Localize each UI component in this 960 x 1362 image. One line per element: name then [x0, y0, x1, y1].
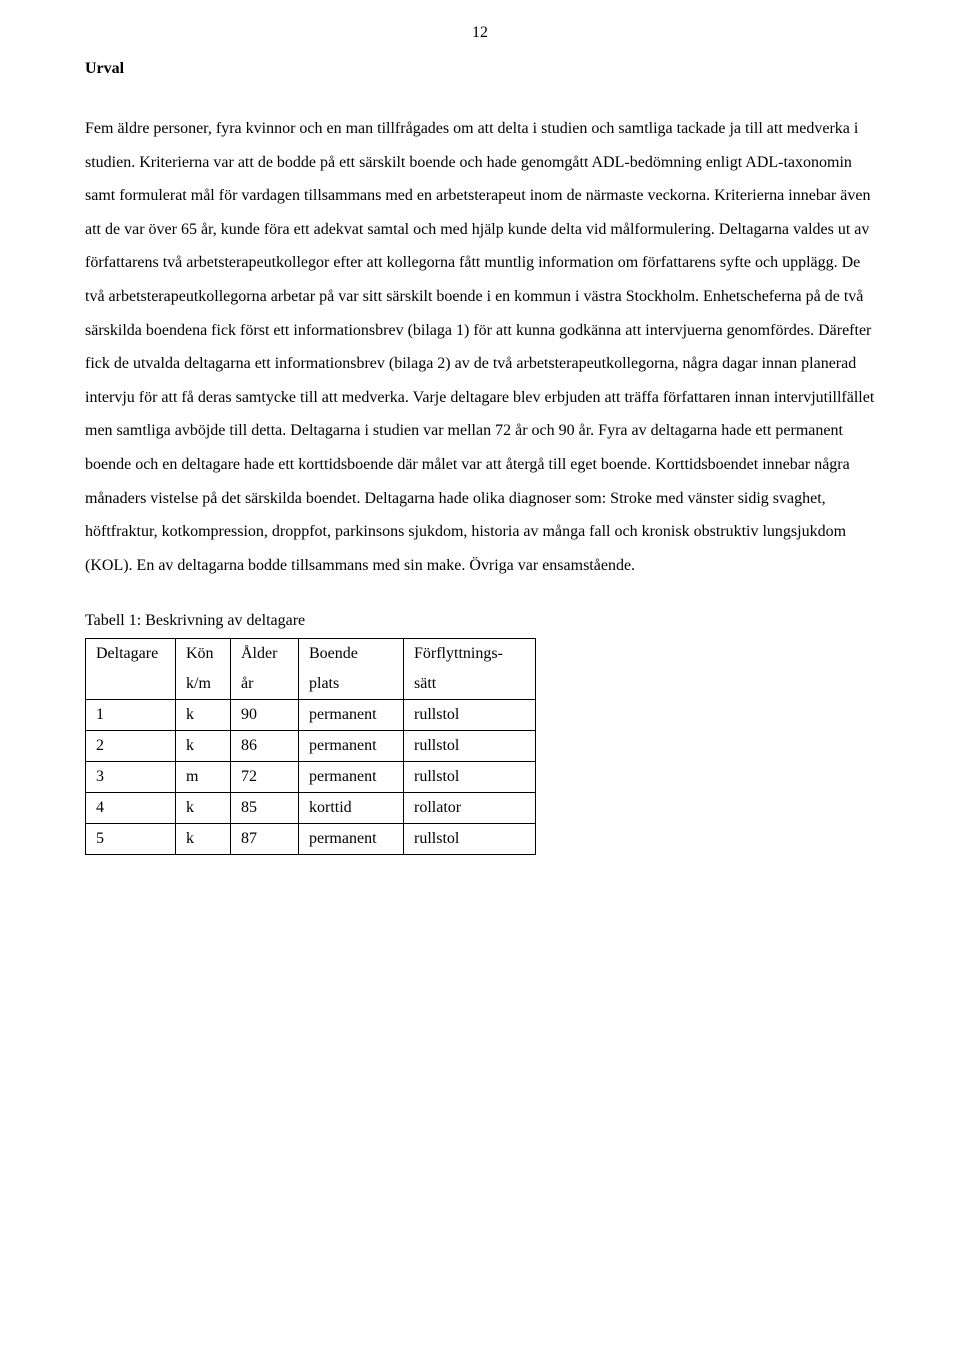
- table-cell: 3: [86, 762, 176, 793]
- table-header-cell: Boende plats: [299, 639, 404, 700]
- header-line1: Deltagare: [96, 645, 165, 663]
- participants-table: Deltagare Kön k/m Ålder år Boende plats …: [85, 638, 536, 855]
- table-body: 1 k 90 permanent rullstol 2 k 86 permane…: [86, 700, 536, 855]
- table-cell: 2: [86, 731, 176, 762]
- table-cell: rullstol: [404, 731, 536, 762]
- table-cell: 85: [231, 793, 299, 824]
- header-line2: år: [241, 675, 288, 693]
- table-cell: k: [176, 700, 231, 731]
- table-header-cell: Kön k/m: [176, 639, 231, 700]
- table-header-cell: Ålder år: [231, 639, 299, 700]
- table-row: 5 k 87 permanent rullstol: [86, 824, 536, 855]
- table-cell: korttid: [299, 793, 404, 824]
- table-cell: 87: [231, 824, 299, 855]
- header-line1: Kön: [186, 645, 220, 663]
- header-line2: plats: [309, 675, 393, 693]
- table-cell: 1: [86, 700, 176, 731]
- header-line1: Ålder: [241, 645, 288, 663]
- table-cell: permanent: [299, 700, 404, 731]
- table-cell: rullstol: [404, 700, 536, 731]
- table-cell: k: [176, 793, 231, 824]
- body-paragraph: Fem äldre personer, fyra kvinnor och en …: [85, 112, 875, 582]
- table-cell: 5: [86, 824, 176, 855]
- table-caption: Tabell 1: Beskrivning av deltagare: [85, 612, 875, 630]
- table-cell: 4: [86, 793, 176, 824]
- table-cell: m: [176, 762, 231, 793]
- table-cell: 72: [231, 762, 299, 793]
- table-cell: rullstol: [404, 824, 536, 855]
- header-line1: Boende: [309, 645, 393, 663]
- header-line2: sätt: [414, 675, 525, 693]
- table-cell: 90: [231, 700, 299, 731]
- table-cell: permanent: [299, 762, 404, 793]
- table-cell: k: [176, 824, 231, 855]
- table-row: 2 k 86 permanent rullstol: [86, 731, 536, 762]
- page-number: 12: [85, 24, 875, 42]
- table-cell: rollator: [404, 793, 536, 824]
- table-header-cell: Deltagare: [86, 639, 176, 700]
- header-line2: k/m: [186, 675, 220, 693]
- header-line1: Förflyttnings-: [414, 645, 525, 663]
- table-cell: permanent: [299, 824, 404, 855]
- table-row: 4 k 85 korttid rollator: [86, 793, 536, 824]
- table-cell: 86: [231, 731, 299, 762]
- table-cell: permanent: [299, 731, 404, 762]
- table-row: 1 k 90 permanent rullstol: [86, 700, 536, 731]
- table-row: 3 m 72 permanent rullstol: [86, 762, 536, 793]
- table-cell: rullstol: [404, 762, 536, 793]
- table-cell: k: [176, 731, 231, 762]
- table-header-row: Deltagare Kön k/m Ålder år Boende plats …: [86, 639, 536, 700]
- section-heading: Urval: [85, 60, 875, 78]
- table-header-cell: Förflyttnings- sätt: [404, 639, 536, 700]
